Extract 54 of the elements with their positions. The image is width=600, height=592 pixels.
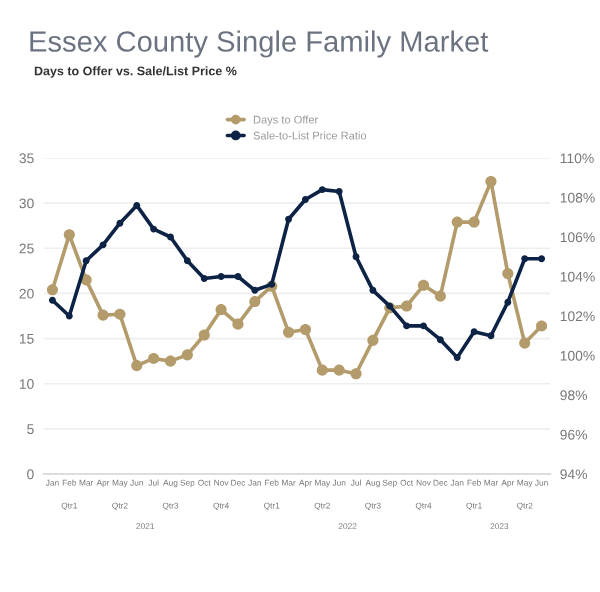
point xyxy=(451,216,463,228)
point xyxy=(46,284,58,296)
point xyxy=(164,355,177,367)
point xyxy=(131,360,143,372)
point xyxy=(318,186,326,194)
point xyxy=(403,322,411,330)
chart-title: Essex County Single Family Market xyxy=(30,30,489,58)
point xyxy=(299,323,311,336)
point xyxy=(63,229,75,241)
point xyxy=(148,352,160,364)
point xyxy=(417,279,430,291)
point xyxy=(167,233,174,241)
point xyxy=(470,328,478,336)
point xyxy=(116,219,124,227)
point xyxy=(453,354,461,361)
point xyxy=(519,337,531,349)
point xyxy=(333,364,345,376)
point xyxy=(487,332,495,340)
point xyxy=(369,286,377,294)
point xyxy=(234,273,242,280)
point xyxy=(183,257,191,265)
point xyxy=(232,318,244,330)
point xyxy=(150,225,158,233)
point xyxy=(285,215,293,223)
point xyxy=(316,364,328,376)
point xyxy=(198,329,210,341)
point xyxy=(249,296,261,308)
point xyxy=(367,334,379,346)
point xyxy=(301,196,309,203)
point xyxy=(215,304,227,316)
point xyxy=(434,290,446,302)
point xyxy=(335,188,343,196)
point xyxy=(65,312,73,320)
point xyxy=(48,296,56,304)
point xyxy=(436,336,444,344)
point xyxy=(350,368,362,380)
point xyxy=(485,175,497,188)
point xyxy=(82,257,90,265)
point xyxy=(538,255,546,263)
point xyxy=(504,298,512,306)
point xyxy=(200,275,208,282)
point xyxy=(114,308,126,320)
point xyxy=(401,300,413,312)
point xyxy=(181,349,193,361)
point xyxy=(217,273,225,280)
point xyxy=(521,255,529,263)
point xyxy=(536,320,548,332)
point xyxy=(352,253,360,261)
point xyxy=(420,322,427,330)
point xyxy=(283,326,295,338)
point xyxy=(468,216,480,228)
point xyxy=(502,268,514,280)
point xyxy=(97,309,109,321)
point xyxy=(251,286,259,294)
